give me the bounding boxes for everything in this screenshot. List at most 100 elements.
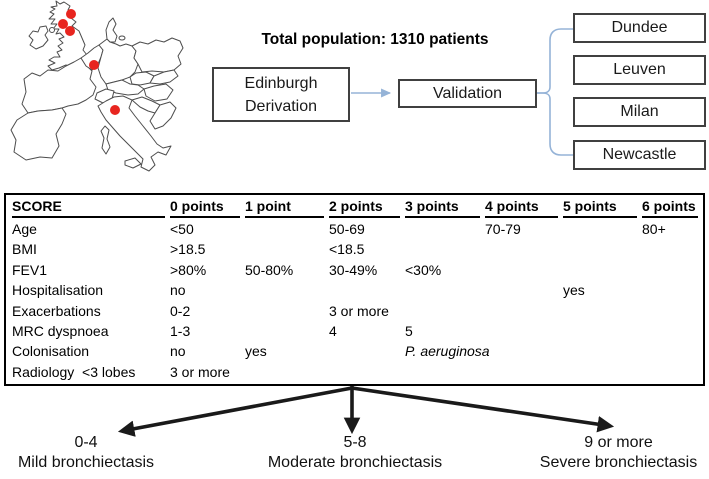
score-cell: 4	[329, 322, 337, 339]
site-box-newcastle: Newcastle	[573, 140, 706, 170]
score-cell: >18.5	[170, 241, 206, 258]
score-cell	[485, 240, 563, 260]
validation-bracket	[537, 28, 573, 156]
score-cell	[245, 220, 329, 240]
score-cell	[405, 281, 485, 301]
score-row-label: Radiology <3 lobes	[12, 363, 136, 380]
severe-arrow	[351, 386, 615, 433]
outcome-moderate-label: Moderate bronchiectasis	[267, 454, 443, 471]
score-cell: yes	[563, 282, 585, 299]
outcome-severe-label: Severe bronchiectasis	[539, 454, 698, 471]
score-cell: >80%	[170, 261, 207, 278]
score-cell: no	[170, 282, 186, 299]
total-population-title: Total population: 1310 patients	[261, 31, 489, 48]
map-denmark	[105, 17, 118, 43]
score-cell	[642, 240, 703, 260]
score-cell: <50	[170, 221, 194, 237]
score-header-cell: 4 points	[485, 197, 558, 218]
score-cell: 1-3	[170, 322, 191, 339]
score-cell: no	[170, 343, 186, 360]
map-great-britain	[47, 0, 88, 71]
score-cell: 50-80%	[245, 261, 294, 278]
score-cell	[485, 342, 563, 362]
score-cell	[405, 302, 485, 322]
score-header-cell: 6 points	[642, 197, 698, 218]
score-header-cell: 5 points	[563, 197, 637, 218]
mild-arrow	[117, 386, 353, 437]
score-cell: 80+	[642, 221, 666, 237]
score-cell: 30-49%	[329, 261, 378, 278]
score-cell	[642, 261, 703, 281]
score-cell	[485, 302, 563, 322]
score-cell	[405, 240, 485, 260]
score-header-cell: 0 points	[170, 197, 240, 218]
score-cell: <18.5	[329, 241, 365, 258]
site-box-milan: Milan	[573, 97, 706, 127]
derivation-line2: Derivation	[244, 97, 318, 115]
outcome-mild-range: 0-4	[74, 434, 98, 451]
score-cell	[329, 342, 405, 362]
score-cell: 0-2	[170, 302, 191, 319]
validation-box: Validation	[398, 79, 537, 108]
outcome-moderate: 5-8 Moderate bronchiectasis	[257, 433, 453, 473]
score-header-cell: SCORE	[12, 197, 165, 218]
map-balkans	[149, 101, 177, 130]
outcome-severe: 9 or more Severe bronchiectasis	[528, 433, 709, 473]
site-marker	[110, 105, 120, 115]
map-poland	[131, 37, 184, 73]
map-small-island	[49, 27, 55, 33]
score-cell: 5	[405, 322, 413, 339]
score-row-label: BMI	[12, 241, 37, 258]
score-cell: P. aeruginosa	[405, 343, 490, 360]
score-row-label: FEV1	[12, 261, 48, 278]
score-row-label: MRC dyspnoea	[12, 322, 109, 339]
score-cell	[329, 281, 405, 301]
severity-arrows	[117, 386, 615, 437]
score-row-label: Age	[12, 221, 37, 237]
score-cell	[563, 302, 642, 322]
score-cell	[642, 302, 703, 322]
derivation-box: Edinburgh Derivation	[212, 67, 350, 122]
map-sicily	[124, 157, 142, 169]
score-cell	[563, 240, 642, 260]
map-iberia	[10, 107, 67, 161]
score-cell	[245, 322, 329, 342]
outcome-severe-range: 9 or more	[584, 434, 653, 451]
site-marker	[65, 26, 75, 36]
site-marker	[66, 9, 76, 19]
derivation-line1: Edinburgh	[244, 74, 318, 92]
score-cell	[485, 322, 563, 342]
score-cell	[405, 220, 485, 240]
score-cell	[245, 363, 329, 383]
map-slovakia	[149, 69, 179, 85]
study-site-markers	[58, 9, 120, 115]
score-row-label: Colonisation	[12, 343, 90, 360]
outcome-mild-label: Mild bronchiectasis	[17, 454, 155, 471]
map-countries	[10, 0, 184, 172]
score-header-cell: 1 point	[245, 197, 324, 218]
score-cell: yes	[245, 343, 267, 360]
site-marker	[58, 19, 68, 29]
score-table: SCORE 0 points 1 point 2 points 3 points 4 po…	[4, 193, 705, 386]
score-cell: 70-79	[485, 221, 521, 237]
outcome-mild: 0-4 Mild bronchiectasis	[0, 433, 172, 473]
score-cell	[642, 322, 703, 342]
score-header-cell: 3 points	[405, 197, 480, 218]
score-cell	[642, 281, 703, 301]
score-cell: 50-69	[329, 221, 365, 237]
score-cell	[563, 322, 642, 342]
score-cell	[485, 261, 563, 281]
site-box-dundee: Dundee	[573, 13, 706, 43]
score-cell	[245, 281, 329, 301]
score-cell	[485, 363, 563, 383]
score-header-cell: 2 points	[329, 197, 400, 218]
score-cell	[405, 363, 485, 383]
score-cell	[245, 302, 329, 322]
score-cell	[563, 342, 642, 362]
outcome-moderate-range: 5-8	[343, 434, 367, 451]
score-cell	[563, 220, 642, 240]
site-marker	[89, 60, 99, 70]
map-sardinia	[100, 125, 111, 155]
score-cell: <30%	[405, 261, 442, 278]
